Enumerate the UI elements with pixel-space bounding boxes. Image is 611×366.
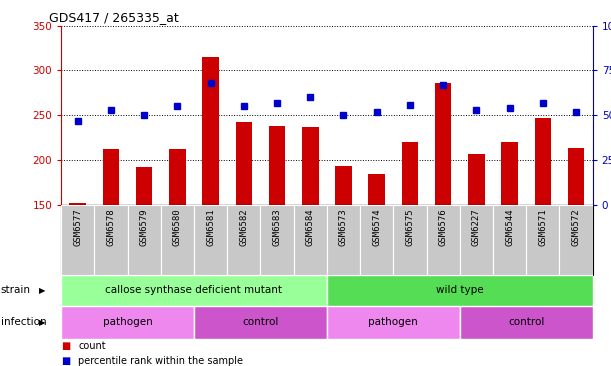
- Text: strain: strain: [1, 285, 31, 295]
- Bar: [327, 205, 360, 274]
- Bar: [61, 306, 194, 339]
- Bar: [360, 205, 393, 274]
- Text: GSM6576: GSM6576: [439, 209, 448, 246]
- Text: GSM6581: GSM6581: [206, 209, 215, 246]
- Bar: [260, 205, 294, 274]
- Text: GSM6584: GSM6584: [306, 209, 315, 246]
- Text: control: control: [242, 317, 279, 327]
- Text: control: control: [508, 317, 544, 327]
- Bar: [294, 205, 327, 274]
- Text: infection: infection: [1, 317, 46, 327]
- Text: GSM6227: GSM6227: [472, 209, 481, 246]
- Text: ▶: ▶: [39, 318, 46, 326]
- Bar: [227, 205, 260, 274]
- Text: GSM6571: GSM6571: [538, 209, 547, 246]
- Text: count: count: [78, 340, 106, 351]
- Bar: [161, 205, 194, 274]
- Bar: [368, 175, 385, 205]
- Text: percentile rank within the sample: percentile rank within the sample: [78, 355, 243, 366]
- Bar: [459, 205, 493, 274]
- Bar: [335, 167, 352, 205]
- Bar: [568, 149, 584, 205]
- Bar: [401, 142, 419, 205]
- Bar: [202, 57, 219, 205]
- Text: ▶: ▶: [39, 285, 46, 295]
- Bar: [501, 142, 518, 205]
- Text: GSM6582: GSM6582: [240, 209, 248, 246]
- Bar: [426, 205, 459, 274]
- Bar: [136, 167, 153, 205]
- Bar: [526, 205, 560, 274]
- Text: GSM6583: GSM6583: [273, 209, 282, 246]
- Bar: [327, 306, 459, 339]
- Text: GSM6578: GSM6578: [106, 209, 115, 246]
- Text: pathogen: pathogen: [103, 317, 152, 327]
- Bar: [327, 274, 593, 306]
- Text: GDS417 / 265335_at: GDS417 / 265335_at: [49, 11, 178, 24]
- Text: wild type: wild type: [436, 285, 483, 295]
- Bar: [468, 154, 485, 205]
- Bar: [70, 203, 86, 205]
- Bar: [128, 205, 161, 274]
- Text: ■: ■: [61, 340, 70, 351]
- Bar: [493, 205, 526, 274]
- Bar: [535, 118, 551, 205]
- Text: GSM6573: GSM6573: [339, 209, 348, 246]
- Bar: [435, 83, 452, 205]
- Text: GSM6544: GSM6544: [505, 209, 514, 246]
- Bar: [459, 306, 593, 339]
- Bar: [269, 126, 285, 205]
- Bar: [103, 149, 119, 205]
- Bar: [235, 123, 252, 205]
- Bar: [169, 149, 186, 205]
- Text: GSM6579: GSM6579: [140, 209, 148, 246]
- Bar: [393, 205, 426, 274]
- Text: GSM6572: GSM6572: [571, 209, 580, 246]
- Bar: [61, 274, 327, 306]
- Text: GSM6574: GSM6574: [372, 209, 381, 246]
- Text: pathogen: pathogen: [368, 317, 418, 327]
- Bar: [94, 205, 128, 274]
- Bar: [302, 127, 318, 205]
- Bar: [194, 205, 227, 274]
- Text: callose synthase deficient mutant: callose synthase deficient mutant: [106, 285, 282, 295]
- Bar: [560, 205, 593, 274]
- Bar: [194, 306, 327, 339]
- Text: ■: ■: [61, 355, 70, 366]
- Text: GSM6575: GSM6575: [406, 209, 414, 246]
- Bar: [61, 205, 94, 274]
- Text: GSM6580: GSM6580: [173, 209, 182, 246]
- Text: GSM6577: GSM6577: [73, 209, 82, 246]
